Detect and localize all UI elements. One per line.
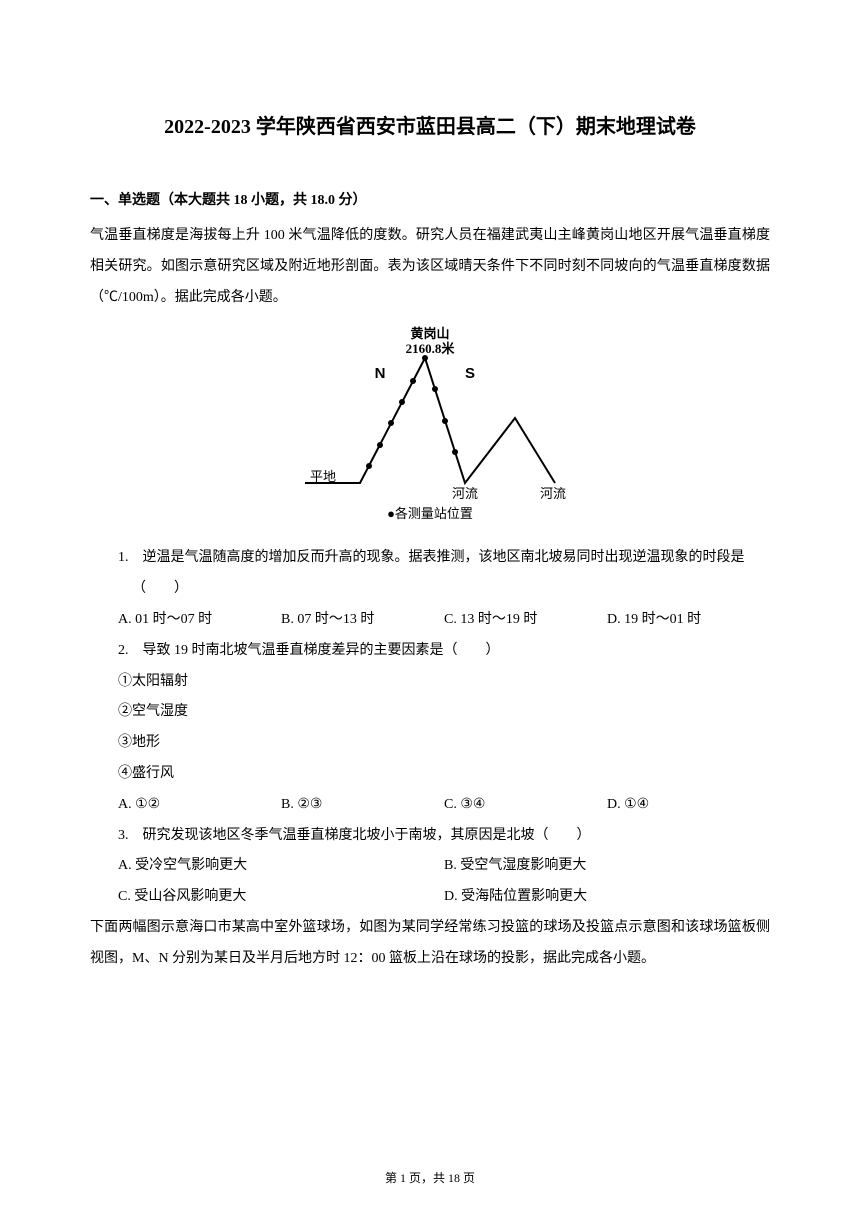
question-1: 1. 逆温是气温随高度的增加反而升高的现象。据表推测，该地区南北坡易同时出现逆温… [118,543,770,605]
q2-optD: D. ①④ [607,790,770,821]
q2-sub3: ③地形 [118,728,770,759]
q3-optC: C. 受山谷风影响更大 [118,882,444,913]
north-label: N [375,365,386,382]
station-dot [410,378,416,384]
station-dot [422,355,428,361]
river-label-1: 河流 [452,486,478,501]
q3-optA: A. 受冷空气影响更大 [118,851,444,882]
south-label: S [465,365,475,382]
page-footer: 第 1 页，共 18 页 [0,1169,860,1186]
q1-options: A. 01 时～07 时 B. 07 时～13 时 C. 13 时～19 时 D… [118,605,770,636]
q1-optB: B. 07 时～13 时 [281,605,444,636]
q2-options: A. ①② B. ②③ C. ③④ D. ①④ [118,790,770,821]
station-dot [377,442,383,448]
q1-optA: A. 01 时～07 时 [118,605,281,636]
q3-optD: D. 受海陆位置影响更大 [444,882,770,913]
q2-optA: A. ①② [118,790,281,821]
q1-optC: C. 13 时～19 时 [444,605,607,636]
peak-label: 黄岗山 [410,326,449,341]
question-2: 2. 导致 19 时南北坡气温垂直梯度差异的主要因素是（ ） [118,636,770,667]
q2-num: 2. [118,643,129,658]
intro-paragraph: 气温垂直梯度是海拔每上升 100 米气温降低的度数。研究人员在福建武夷山主峰黄岗… [90,221,770,313]
passage-2: 下面两幅图示意海口市某高中室外篮球场，如图为某同学经常练习投篮的球场及投篮点示意… [90,913,770,975]
mountain-diagram: 黄岗山 2160.8米 N S 平地 河流 河流 ●各测量站位置 [285,323,575,523]
q1-optD: D. 19 时～01 时 [607,605,770,636]
station-dot [432,386,438,392]
q3-options-row1: A. 受冷空气影响更大 B. 受空气湿度影响更大 [118,851,770,882]
station-dot [399,399,405,405]
q1-text: 逆温是气温随高度的增加反而升高的现象。据表推测，该地区南北坡易同时出现逆温现象的… [132,550,745,596]
q3-optB: B. 受空气湿度影响更大 [444,851,770,882]
question-3: 3. 研究发现该地区冬季气温垂直梯度北坡小于南坡，其原因是北坡（ ） [118,821,770,852]
station-dot [442,418,448,424]
q3-options-row2: C. 受山谷风影响更大 D. 受海陆位置影响更大 [118,882,770,913]
river-label-2: 河流 [540,486,566,501]
station-dot [388,420,394,426]
q1-num: 1. [118,550,129,565]
q2-optC: C. ③④ [444,790,607,821]
terrain-line [305,358,555,483]
q3-num: 3. [118,828,129,843]
diagram-container: 黄岗山 2160.8米 N S 平地 河流 河流 ●各测量站位置 [90,323,770,528]
flat-label: 平地 [310,469,336,484]
q2-sub1: ①太阳辐射 [118,667,770,698]
peak-height: 2160.8米 [406,341,456,356]
station-dot [452,449,458,455]
station-dot [366,463,372,469]
legend-label: ●各测量站位置 [387,506,473,521]
q2-sub4: ④盛行风 [118,759,770,790]
page-title: 2022-2023 学年陕西省西安市蓝田县高二（下）期末地理试卷 [90,110,770,139]
q2-text: 导致 19 时南北坡气温垂直梯度差异的主要因素是（ ） [143,643,500,658]
q3-text: 研究发现该地区冬季气温垂直梯度北坡小于南坡，其原因是北坡（ ） [143,828,591,843]
q2-optB: B. ②③ [281,790,444,821]
section-header: 一、单选题（本大题共 18 小题，共 18.0 分） [90,189,770,209]
q2-sub2: ②空气湿度 [118,697,770,728]
